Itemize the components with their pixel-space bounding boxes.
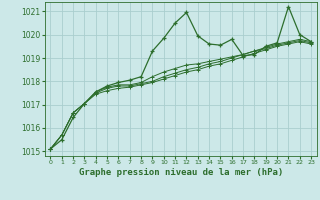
X-axis label: Graphe pression niveau de la mer (hPa): Graphe pression niveau de la mer (hPa) [79,168,283,177]
